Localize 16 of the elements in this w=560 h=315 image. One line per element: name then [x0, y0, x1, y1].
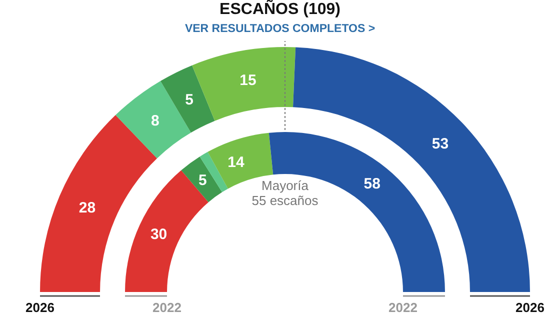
data-label: 5	[185, 91, 194, 108]
data-label: 53	[432, 135, 449, 152]
data-label: 8	[150, 112, 160, 130]
text: 2022	[388, 300, 418, 315]
text: 2026	[26, 300, 54, 315]
text: Mayoría 55 escaños	[252, 178, 319, 208]
data-label: 58	[364, 176, 380, 193]
text: 2026	[516, 300, 544, 315]
chart-title: ESCAÑOS (109)	[220, 0, 340, 18]
chart-subtitle: VER RESULTADOS COMPLETOS >	[184, 23, 376, 35]
data-label: 5	[198, 172, 207, 190]
data-label: 14	[228, 154, 245, 171]
data-label: 30	[150, 226, 168, 243]
data-label: 28	[78, 200, 96, 217]
data-label: 15	[240, 72, 256, 90]
text: 2022	[152, 300, 182, 315]
